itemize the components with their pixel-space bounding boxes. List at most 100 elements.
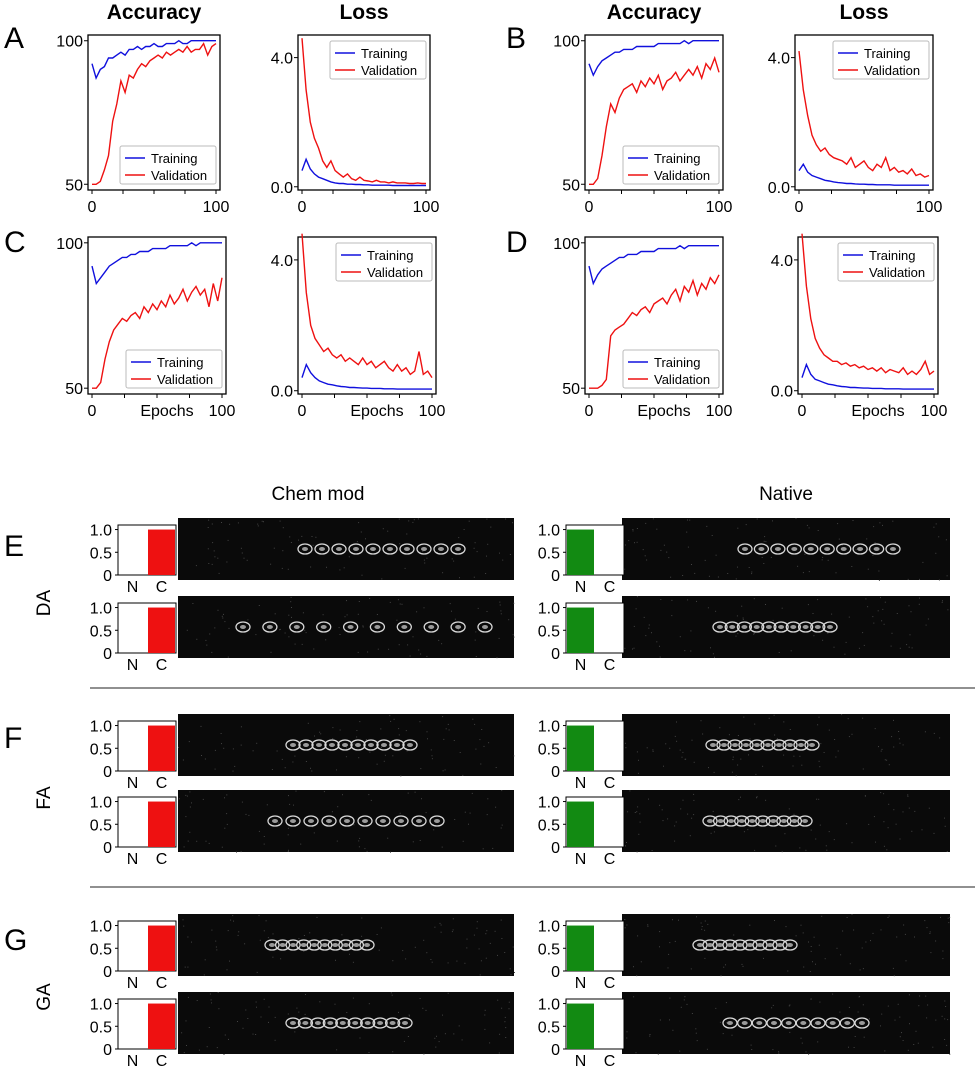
droplet <box>372 1017 388 1029</box>
noise-speck <box>365 739 367 740</box>
noise-speck <box>501 1007 503 1009</box>
y-tick-label: 0 <box>103 1042 112 1059</box>
series-line-training <box>91 241 222 286</box>
noise-speck <box>838 538 840 540</box>
charts: Accuracy 50 100 0 100 Training Validation Loss 0… <box>56 1 947 1070</box>
microscopy-strip <box>622 992 951 1055</box>
noise-speck <box>852 520 854 521</box>
noise-speck <box>336 769 337 771</box>
noise-speck <box>207 527 209 528</box>
noise-speck <box>908 994 910 996</box>
noise-speck <box>252 1033 254 1035</box>
noise-speck <box>772 619 774 621</box>
noise-speck <box>846 823 848 825</box>
noise-speck <box>414 946 416 948</box>
noise-speck <box>935 1019 937 1021</box>
droplet-core <box>364 943 370 947</box>
noise-speck <box>676 740 678 742</box>
noise-speck <box>684 650 686 652</box>
noise-speck <box>440 924 442 926</box>
x-category-label: N <box>575 851 587 868</box>
noise-speck <box>884 759 886 761</box>
y-tick-label: 0 <box>551 764 560 781</box>
noise-speck <box>346 614 348 616</box>
droplet <box>712 621 728 633</box>
droplet-core <box>293 625 300 629</box>
droplet <box>317 939 333 951</box>
noise-speck <box>408 520 410 522</box>
noise-speck <box>632 530 634 532</box>
noise-speck <box>224 621 226 623</box>
noise-speck <box>737 566 738 568</box>
noise-speck <box>901 1032 902 1034</box>
droplet <box>297 1017 314 1029</box>
noise-speck <box>499 601 501 603</box>
x-tick-label: 0 <box>88 403 97 420</box>
series-line-training <box>588 39 719 77</box>
droplet <box>785 621 801 633</box>
noise-speck <box>822 639 824 641</box>
noise-speck <box>216 1047 218 1049</box>
droplet <box>298 739 314 751</box>
droplet-core <box>859 1021 865 1025</box>
microscopy-strip <box>178 790 514 853</box>
noise-speck <box>314 735 315 737</box>
noise-speck <box>753 632 755 634</box>
y-tick-label: 1.0 <box>90 795 112 812</box>
noise-speck <box>423 607 425 609</box>
noise-speck <box>214 768 216 770</box>
noise-speck <box>808 571 810 573</box>
noise-speck <box>476 551 478 553</box>
noise-speck <box>800 924 802 926</box>
noise-speck <box>485 957 487 959</box>
noise-speck <box>933 526 935 528</box>
microscopy-strip <box>178 992 514 1055</box>
line-chart-d-loss: 0.0 4.0 0 100 Epochs Training Validation <box>771 233 947 420</box>
noise-speck <box>500 610 502 612</box>
noise-speck <box>892 967 894 969</box>
legend: Training Validation <box>622 145 720 185</box>
droplet <box>761 621 777 633</box>
noise-speck <box>424 562 426 564</box>
noise-speck <box>295 790 297 792</box>
droplet <box>289 621 305 633</box>
noise-speck <box>682 575 684 576</box>
noise-speck <box>484 1014 486 1016</box>
noise-speck <box>185 1020 187 1022</box>
noise-speck <box>214 627 216 629</box>
droplet-core <box>342 943 349 947</box>
noise-speck <box>910 611 912 613</box>
noise-speck <box>652 518 654 520</box>
droplet <box>712 815 729 827</box>
noise-speck <box>824 958 826 960</box>
noise-speck <box>947 1019 949 1021</box>
y-tick-label: 100 <box>553 34 580 51</box>
noise-speck <box>846 917 848 918</box>
noise-speck <box>896 936 898 938</box>
noise-speck <box>820 743 822 745</box>
noise-speck <box>217 557 219 559</box>
droplet-core <box>767 943 773 947</box>
noise-speck <box>674 940 676 942</box>
y-tick-label: 1.0 <box>90 919 112 936</box>
droplet-core <box>321 943 328 947</box>
droplet <box>450 621 466 633</box>
y-tick-label: 100 <box>553 236 580 253</box>
noise-speck <box>853 929 855 931</box>
noise-speck <box>679 636 681 638</box>
noise-speck <box>238 931 240 933</box>
y-tick-label: 50 <box>65 177 83 194</box>
bar-chart-da-chem-mod: 0 0.5 1.0 N C <box>90 601 177 674</box>
noise-speck <box>485 573 487 574</box>
noise-speck <box>480 763 482 765</box>
noise-speck <box>815 963 816 965</box>
noise-speck <box>473 934 475 936</box>
droplet-core <box>355 743 361 747</box>
noise-speck <box>464 962 466 964</box>
noise-speck <box>668 953 670 955</box>
droplet <box>786 815 803 827</box>
noise-speck <box>735 775 737 777</box>
noise-speck <box>640 961 642 963</box>
noise-speck <box>749 924 751 926</box>
noise-speck <box>256 1006 257 1008</box>
